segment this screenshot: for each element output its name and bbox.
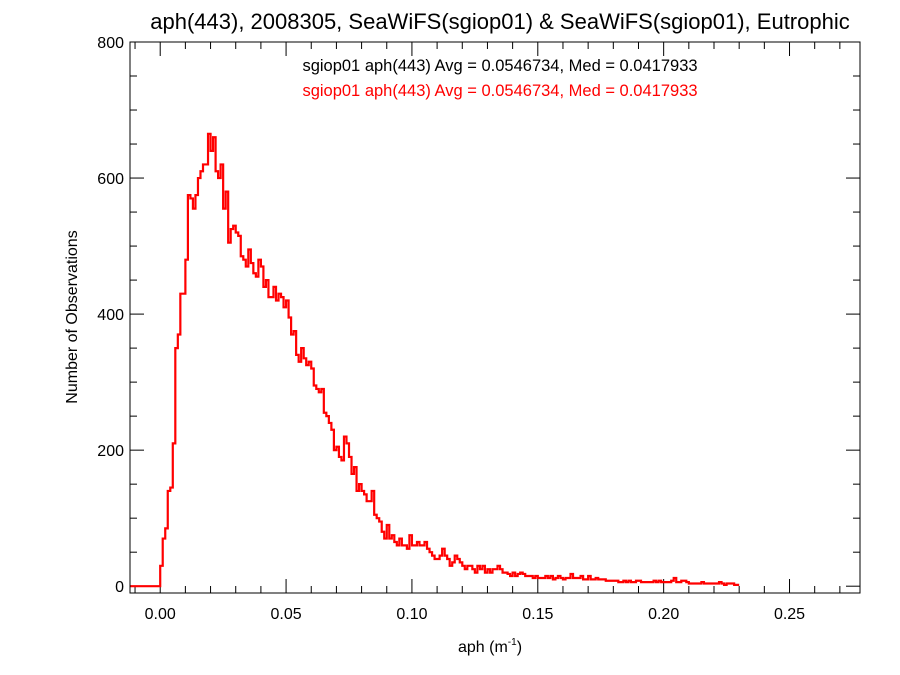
plot-frame — [129, 41, 861, 594]
x-tick-label: 0.05 — [270, 606, 301, 623]
x-axis-label-main: aph (m — [458, 639, 508, 656]
chart-title: aph(443), 2008305, SeaWiFS(sgiop01) & Se… — [150, 9, 849, 34]
x-tick-label: 0.00 — [145, 606, 176, 623]
annotation-black: sgiop01 aph(443) Avg = 0.0546734, Med = … — [302, 57, 697, 75]
x-axis-label-sup: -1 — [508, 637, 517, 648]
x-axis-label-close: ) — [517, 639, 522, 656]
y-axis-label: Number of Observations — [64, 230, 81, 403]
y-tick-label: 400 — [97, 307, 124, 324]
x-tick-label: 0.15 — [522, 606, 553, 623]
annotation-red: sgiop01 aph(443) Avg = 0.0546734, Med = … — [302, 82, 697, 100]
x-tick-label: 0.20 — [648, 606, 679, 623]
x-axis: 0.00 0.05 0.10 0.15 0.20 0.25 — [134, 42, 841, 623]
y-tick-label: 200 — [97, 443, 124, 460]
y-tick-label: 0 — [115, 579, 124, 596]
y-axis: 0 200 400 600 800 — [97, 35, 860, 596]
y-tick-label: 600 — [97, 171, 124, 188]
x-axis-label: aph (m-1) — [458, 637, 522, 656]
x-tick-label: 0.10 — [396, 606, 427, 623]
y-tick-label: 800 — [97, 35, 124, 52]
histogram-series — [130, 132, 740, 588]
x-tick-label: 0.25 — [774, 606, 805, 623]
